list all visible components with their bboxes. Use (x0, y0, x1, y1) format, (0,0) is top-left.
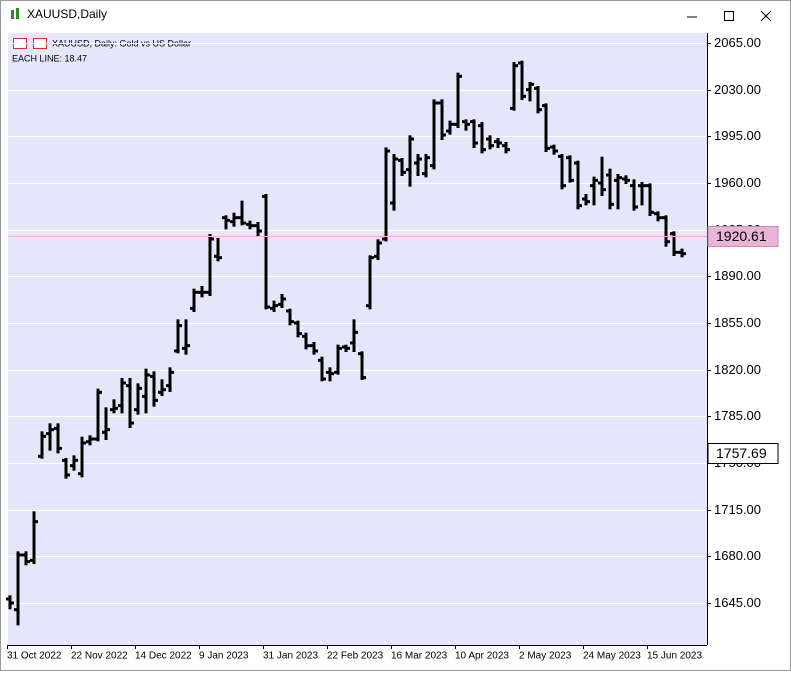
y-tick-label: 1855.00 (714, 315, 761, 330)
title-icon (11, 8, 19, 19)
x-tick-label: 16 Mar 2023 (391, 651, 448, 662)
x-tick-label: 24 May 2023 (583, 651, 641, 662)
x-tick-label: 22 Feb 2023 (327, 651, 384, 662)
x-tick-label: 9 Jan 2023 (199, 651, 249, 662)
y-tick-label: 1960.00 (714, 175, 761, 190)
y-tick-label: 1785.00 (714, 408, 761, 423)
axes: 2065.002030.001995.001960.001925.001890.… (7, 35, 779, 662)
level-box (707, 443, 779, 464)
y-tick-label: 1715.00 (714, 502, 761, 517)
y-tick-label: 1995.00 (714, 128, 761, 143)
y-tick-label: 1645.00 (714, 595, 761, 610)
window-title: XAUUSD,Daily (27, 7, 107, 21)
chart-subtitle: EACH LINE: 18.47 (12, 53, 87, 63)
y-tick-label: 1680.00 (714, 548, 761, 563)
plot-area (8, 33, 707, 645)
y-tick-label: 2030.00 (714, 82, 761, 97)
price-box (707, 226, 779, 247)
x-tick-label: 14 Dec 2022 (135, 651, 192, 662)
x-tick-label: 15 Jun 2023 (647, 651, 702, 662)
y-tick-label: 1820.00 (714, 362, 761, 377)
y-tick-label: 2065.00 (714, 35, 761, 50)
x-tick-label: 31 Jan 2023 (263, 651, 318, 662)
x-tick-label: 22 Nov 2022 (71, 651, 128, 662)
price-label: 1920.61 (716, 228, 767, 244)
y-tick-label: 1890.00 (714, 268, 761, 283)
x-tick-label: 31 Oct 2022 (7, 651, 62, 662)
grid (8, 43, 707, 604)
x-tick-label: 10 Apr 2023 (455, 651, 509, 662)
x-tick-label: 2 May 2023 (519, 651, 572, 662)
level-label: 1757.69 (716, 445, 767, 461)
maximize-button[interactable] (724, 11, 734, 21)
bars (6, 60, 686, 626)
close-button[interactable] (760, 10, 772, 22)
